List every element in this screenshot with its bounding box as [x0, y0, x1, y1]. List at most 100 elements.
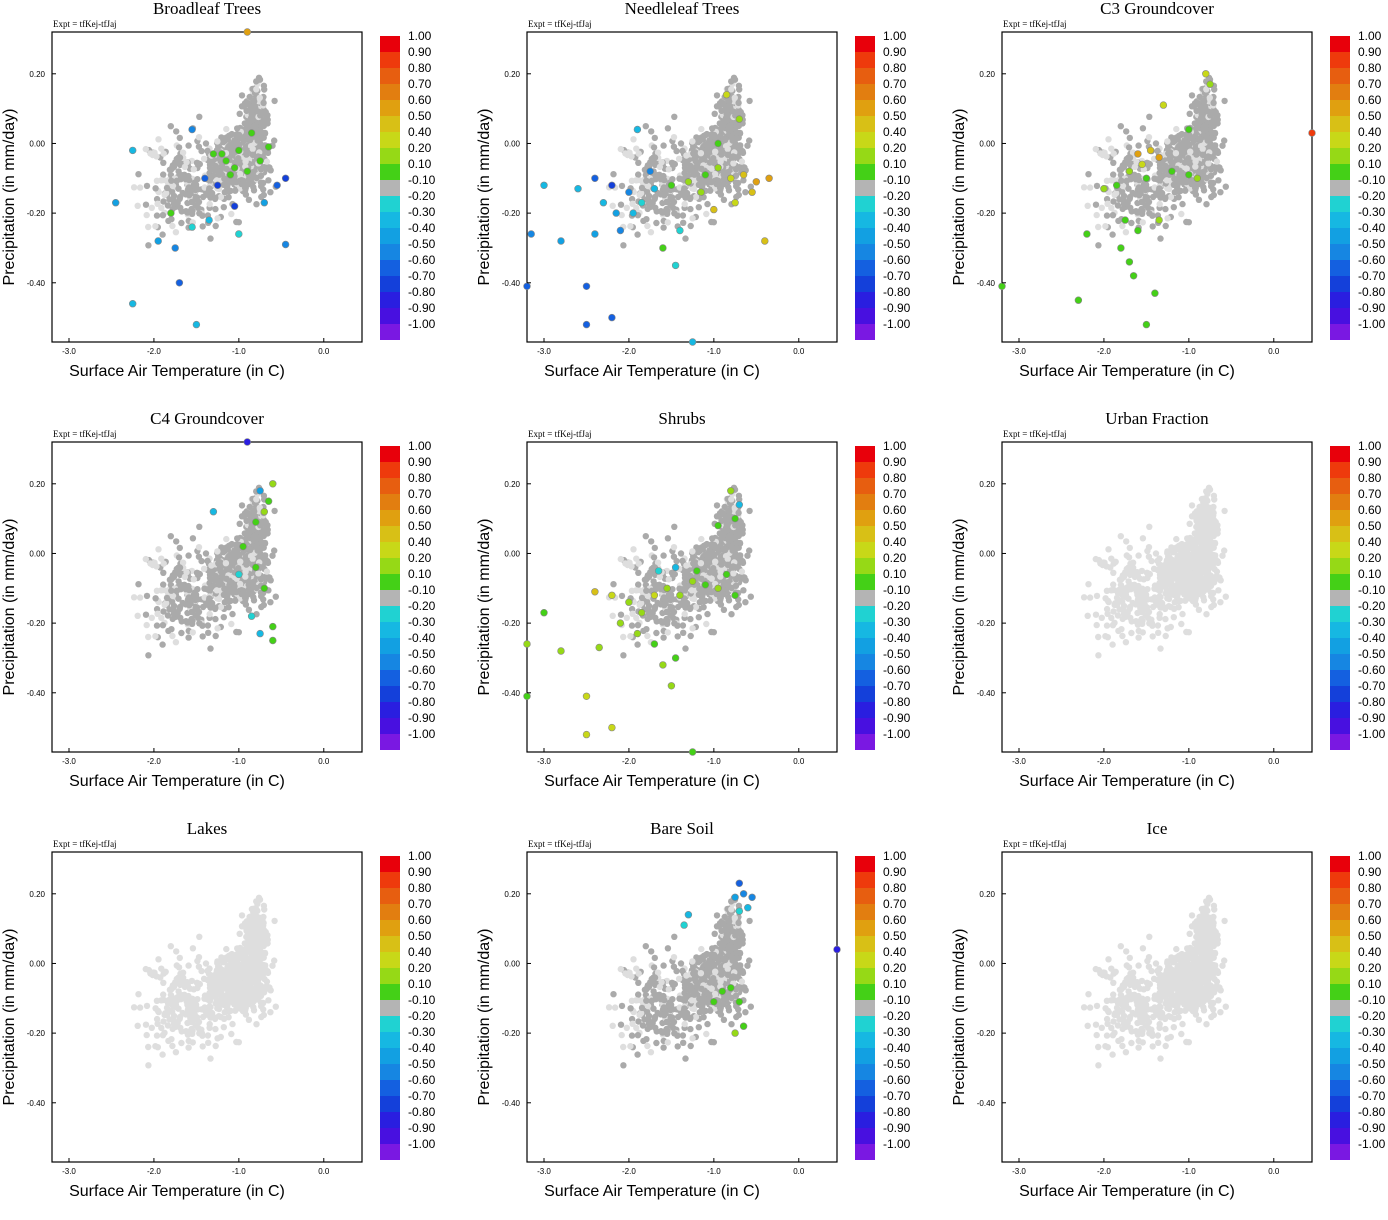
- point: [682, 611, 688, 617]
- point: [269, 553, 275, 559]
- colorbar-label: -0.30: [883, 205, 911, 219]
- point: [625, 152, 631, 158]
- colorbar-swatch: [855, 734, 875, 750]
- point: [1162, 206, 1168, 212]
- x-tick-label: -3.0: [62, 757, 76, 766]
- data-point: [1135, 227, 1142, 234]
- data-point: [1135, 151, 1142, 158]
- point: [727, 533, 733, 539]
- expt-label: Expt = tfKej-tfJaj: [1003, 429, 1067, 439]
- point: [726, 508, 732, 514]
- point: [1176, 175, 1182, 181]
- x-axis-label: Surface Air Temperature (in C): [1019, 363, 1235, 380]
- x-tick-label: -2.0: [147, 347, 161, 356]
- data-point: [715, 140, 722, 147]
- point: [1094, 183, 1100, 189]
- colorbar-label: 0.20: [1358, 141, 1382, 155]
- point: [194, 595, 200, 601]
- point: [214, 548, 220, 554]
- point: [207, 586, 213, 592]
- point: [1211, 192, 1217, 198]
- data-point: [558, 648, 565, 655]
- x-tick-label: 0.0: [1268, 347, 1280, 356]
- point: [610, 171, 616, 177]
- data-point: [715, 522, 722, 529]
- data-point: [677, 592, 684, 599]
- colorbar-swatch: [1330, 212, 1350, 228]
- point: [714, 92, 720, 98]
- point: [727, 123, 733, 129]
- data-point: [609, 182, 616, 189]
- point: [718, 601, 724, 607]
- colorbar-swatch: [380, 622, 400, 638]
- point: [186, 594, 192, 600]
- point: [184, 209, 190, 215]
- data-point: [1194, 175, 1201, 182]
- data-point: [1156, 217, 1163, 224]
- data-point: [235, 147, 242, 154]
- data-point: [541, 609, 548, 616]
- point: [657, 574, 663, 580]
- point: [726, 98, 732, 104]
- data-point: [761, 238, 768, 245]
- point: [228, 211, 234, 217]
- colorbar-swatch: [1330, 148, 1350, 164]
- point: [1140, 125, 1146, 131]
- point: [1095, 224, 1101, 230]
- colorbar-label: -0.60: [883, 663, 911, 677]
- point: [203, 550, 209, 556]
- point: [636, 150, 642, 156]
- x-axis-label: Surface Air Temperature (in C): [69, 363, 285, 380]
- point: [652, 135, 658, 141]
- point: [718, 191, 724, 197]
- point: [1187, 149, 1193, 155]
- point: [271, 508, 277, 514]
- point: [665, 629, 671, 635]
- colorbar-swatch: [380, 542, 400, 558]
- point: [145, 242, 151, 248]
- data-point: [269, 480, 276, 487]
- point: [212, 577, 218, 583]
- colorbar-label: -0.30: [408, 205, 436, 219]
- point: [689, 587, 695, 593]
- point: [636, 560, 642, 566]
- colorbar-label: -0.40: [883, 221, 911, 235]
- colorbar: 1.000.900.800.700.600.500.400.200.10-0.1…: [1330, 29, 1386, 340]
- point: [717, 510, 723, 516]
- colorbar-label: -0.60: [408, 253, 436, 267]
- colorbar-swatch: [380, 510, 400, 526]
- point: [698, 576, 704, 582]
- point: [150, 152, 156, 158]
- colorbar-label: -1.00: [883, 317, 911, 331]
- point: [721, 172, 727, 178]
- point: [733, 123, 739, 129]
- point: [728, 78, 734, 84]
- point: [266, 164, 272, 170]
- point: [654, 582, 660, 588]
- point: [240, 180, 246, 186]
- point: [251, 174, 257, 180]
- colorbar-swatch: [380, 100, 400, 116]
- colorbar-label: -0.60: [408, 663, 436, 677]
- point: [1145, 205, 1151, 211]
- data-point: [223, 158, 230, 165]
- colorbar-label: 0.90: [883, 45, 907, 59]
- panel-title: C3 Groundcover: [1100, 0, 1214, 18]
- colorbar-swatch: [380, 702, 400, 718]
- point: [239, 502, 245, 508]
- point: [639, 595, 645, 601]
- point: [733, 533, 739, 539]
- point: [242, 100, 248, 106]
- point: [247, 137, 253, 143]
- x-tick-label: -2.0: [622, 347, 636, 356]
- y-axis-label: Precipitation (in mm/day): [476, 519, 493, 696]
- data-point: [541, 182, 548, 189]
- point: [687, 167, 693, 173]
- point: [717, 100, 723, 106]
- point: [158, 177, 164, 183]
- point: [681, 185, 687, 191]
- colorbar-swatch: [855, 654, 875, 670]
- colorbar: 1.000.900.800.700.600.500.400.200.10-0.1…: [380, 29, 436, 340]
- point: [661, 594, 667, 600]
- point: [235, 565, 241, 571]
